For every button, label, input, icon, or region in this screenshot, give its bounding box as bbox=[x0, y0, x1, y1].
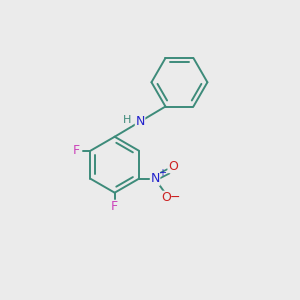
Text: N: N bbox=[135, 115, 145, 128]
Text: O: O bbox=[168, 160, 178, 172]
Text: N: N bbox=[150, 172, 160, 185]
Text: −: − bbox=[169, 191, 180, 204]
Text: O: O bbox=[162, 191, 172, 204]
Text: F: F bbox=[73, 144, 80, 157]
Text: +: + bbox=[158, 168, 166, 178]
Text: F: F bbox=[111, 200, 118, 213]
Text: H: H bbox=[123, 115, 131, 125]
